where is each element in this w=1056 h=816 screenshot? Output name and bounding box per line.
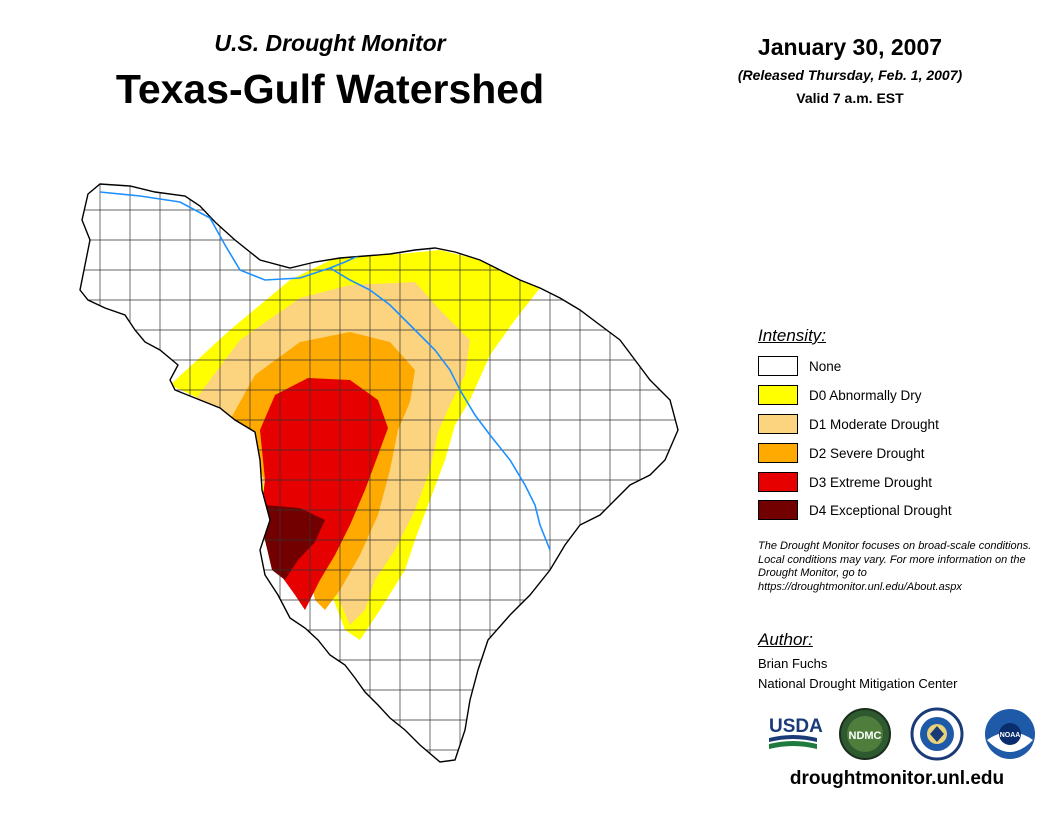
legend-label: D3 Extreme Drought — [809, 474, 933, 490]
legend-label: D2 Severe Drought — [809, 445, 925, 461]
commerce-seal-logo — [910, 707, 964, 761]
legend-title: Intensity: — [758, 326, 827, 345]
legend-item-d0: D0 Abnormally Dry — [758, 384, 922, 406]
map-title: Texas-Gulf Watershed — [115, 66, 545, 112]
usda-logo: USDA — [769, 716, 823, 749]
legend-item-d2: D2 Severe Drought — [758, 442, 925, 464]
legend-swatch-d1 — [758, 414, 798, 434]
noaa-logo-text: NOAA — [1000, 732, 1021, 739]
release-date: (Released Thursday, Feb. 1, 2007) — [737, 67, 963, 83]
legend-swatch-d2 — [758, 443, 798, 463]
legend-swatch-none — [758, 356, 798, 376]
map-subtitle: U.S. Drought Monitor — [214, 30, 446, 56]
legend-swatch-d4 — [758, 500, 798, 520]
legend-item-none: None — [758, 355, 841, 377]
legend-item-d3: D3 Extreme Drought — [758, 471, 932, 493]
ndmc-logo: NDMC — [839, 708, 891, 760]
map-date: January 30, 2007 — [757, 34, 943, 60]
usda-logo-text: USDA — [769, 716, 823, 737]
drought-map — [79, 183, 679, 763]
ndmc-logo-text: NDMC — [849, 730, 882, 742]
legend-label: None — [809, 358, 842, 374]
legend-swatch-d3 — [758, 472, 798, 492]
state-outline — [79, 183, 679, 763]
legend-swatch-d0 — [758, 385, 798, 405]
legend-label: D1 Moderate Drought — [809, 416, 939, 432]
legend-label: D0 Abnormally Dry — [809, 387, 922, 403]
valid-time: Valid 7 a.m. EST — [796, 90, 904, 106]
website-url[interactable]: droughtmonitor.unl.edu — [789, 768, 1005, 789]
agency-logos: USDA NDMC NOAA — [769, 707, 1035, 761]
noaa-logo: NOAA — [985, 709, 1035, 759]
author-org: National Drought Mitigation Center — [758, 676, 958, 691]
author-title: Author: — [758, 630, 813, 649]
disclaimer-note: The Drought Monitor focuses on broad-sca… — [758, 540, 1032, 593]
legend-item-d1: D1 Moderate Drought — [758, 413, 939, 435]
author-name: Brian Fuchs — [758, 656, 828, 671]
legend-item-d4: D4 Exceptional Drought — [758, 499, 952, 521]
river-main — [99, 191, 551, 551]
legend-label: D4 Exceptional Drought — [809, 502, 952, 518]
